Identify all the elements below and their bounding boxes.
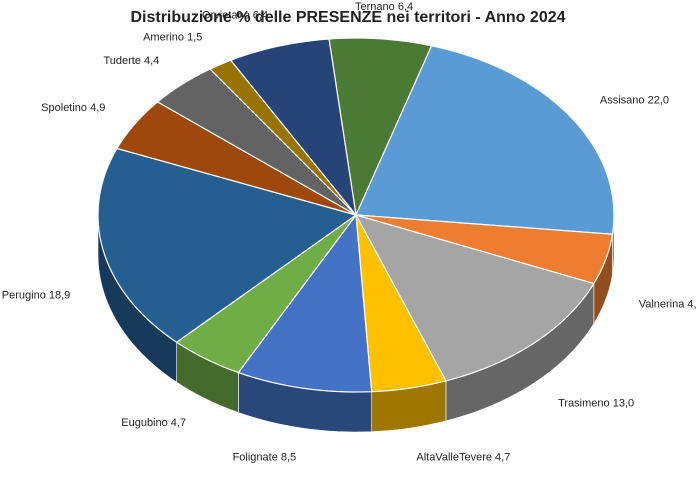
slice-label-eugubino: Eugubino 4,7 [121, 417, 186, 429]
slice-label-ternano: Ternano 6,4 [355, 1, 413, 13]
slice-label-valnerina: Valnerina 4,6 [639, 299, 696, 311]
slice-eugubino [175, 214, 357, 374]
slice-label-altavalletevere: AltaValleTevere 4,7 [416, 452, 510, 464]
slice-label-tuderte: Tuderte 4,4 [103, 55, 159, 67]
slice-label-folignate: Folignate 8,5 [233, 452, 297, 464]
slice-tuderte [156, 68, 357, 216]
slice-label-orvietano: Orvietano 6,4 [202, 10, 268, 22]
slice-assisano [355, 45, 615, 235]
slice-label-amerino: Amerino 1,5 [143, 31, 202, 43]
slice-label-spoletino: Spoletino 4,9 [41, 102, 105, 114]
slice-spoletino [115, 101, 357, 216]
slice-trasimeno [354, 214, 595, 382]
slice-folignate [237, 213, 373, 393]
slice-label-assisano: Assisano 22,0 [600, 95, 669, 107]
slice-label-trasimeno: Trasimeno 13,0 [558, 398, 634, 410]
pie-slices [97, 37, 615, 433]
slice-orvietano [229, 38, 357, 218]
chart-title: Distribuzione % delle PRESENZE nei terri… [130, 9, 565, 26]
slice-labels: Ternano 6,4 Assisano 22,0 Valnerina 4,6 Tra… [2, 1, 696, 464]
slice-ternano [328, 37, 433, 218]
slice-valnerina [355, 214, 614, 285]
slice-label-perugino: Perugino 18,9 [2, 289, 71, 301]
slice-altavalletevere [355, 214, 447, 393]
slice-perugino [97, 147, 358, 343]
